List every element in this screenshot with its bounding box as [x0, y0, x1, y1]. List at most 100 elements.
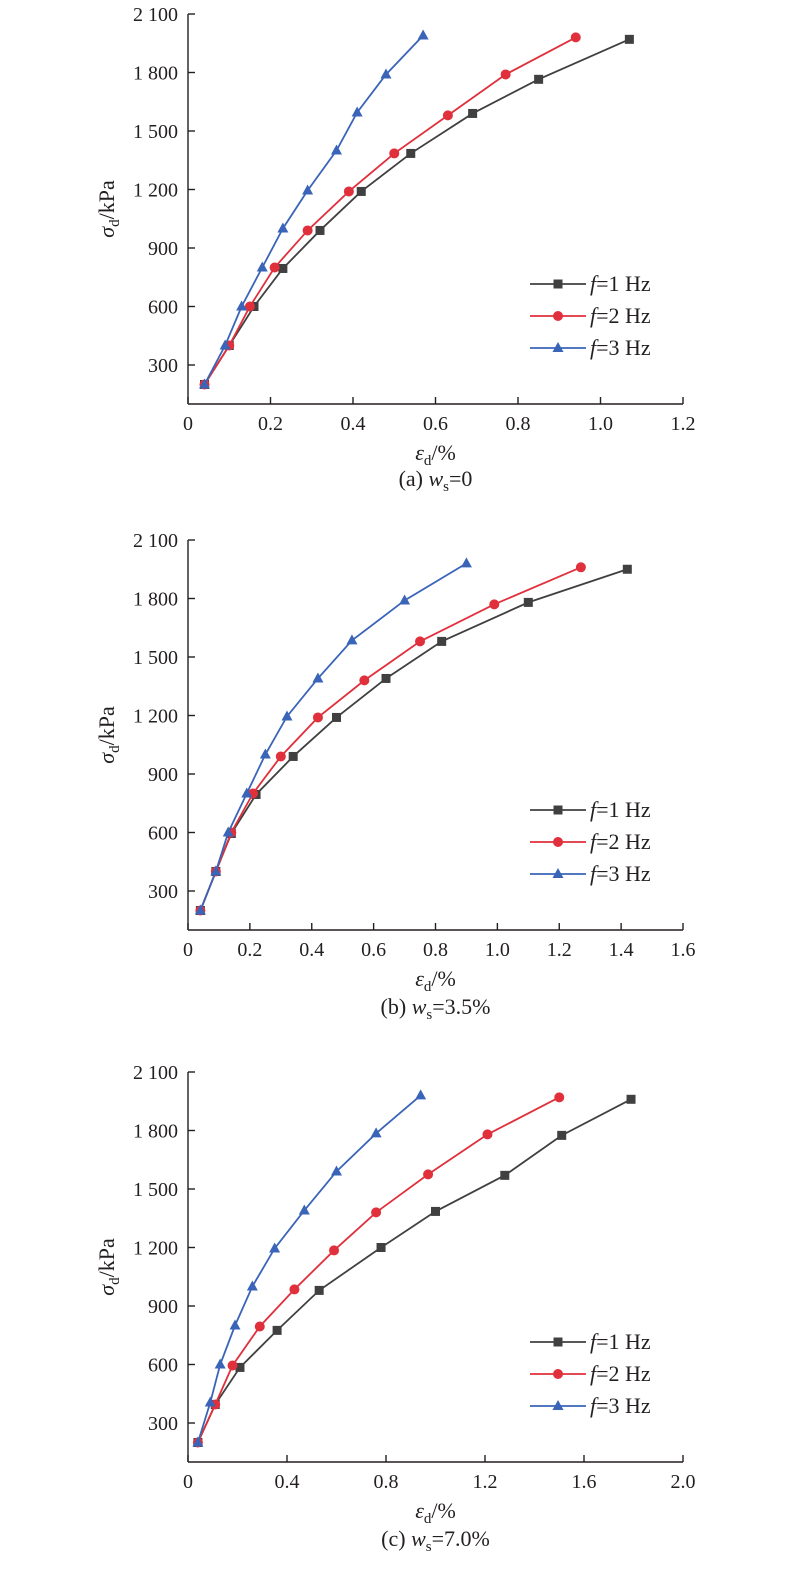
x-tick-label: 0 — [183, 939, 193, 961]
data-point — [437, 636, 447, 646]
legend-label: f=2 Hz — [590, 1361, 651, 1386]
data-point — [219, 339, 231, 350]
x-tick-label: 0 — [183, 1471, 193, 1493]
data-point — [370, 1127, 382, 1138]
series-line — [199, 566, 582, 911]
x-tick-label: 0.2 — [237, 939, 262, 961]
data-point — [214, 1358, 226, 1369]
data-point — [554, 1092, 565, 1103]
series-line — [203, 36, 577, 385]
data-point — [570, 32, 581, 43]
y-tick-label: 1 500 — [133, 647, 178, 669]
data-point — [331, 144, 342, 155]
x-tick-label: 0.4 — [275, 1471, 300, 1493]
legend-marker — [552, 868, 564, 878]
data-point — [244, 301, 255, 312]
data-point — [277, 222, 289, 233]
data-point — [312, 672, 324, 683]
y-tick-label: 1 500 — [133, 121, 178, 143]
x-tick-label: 1.6 — [572, 1471, 597, 1493]
data-point — [500, 1170, 510, 1180]
legend-label: f=3 Hz — [590, 335, 651, 360]
legend: f=1 Hz f=2 Hz f=3 Hz — [530, 271, 651, 360]
legend-marker — [553, 837, 563, 847]
x-tick-label: 1.2 — [671, 413, 696, 435]
data-point — [235, 1362, 245, 1372]
data-point — [312, 712, 323, 723]
data-point — [489, 599, 500, 610]
series-f3 — [194, 557, 472, 915]
x-tick-label: 0.6 — [423, 413, 448, 435]
series-f2 — [192, 1092, 565, 1448]
chart-panel-c: 300 600 900 1 200 1 500 1 800 2 100 0 0.4 0.8 1.2 1… — [94, 1062, 696, 1555]
series-line — [199, 568, 628, 911]
data-point — [302, 184, 314, 195]
legend-label: f=1 Hz — [590, 271, 651, 296]
x-tick-label: 1.0 — [588, 413, 613, 435]
data-point — [329, 1245, 340, 1256]
data-point — [415, 1089, 427, 1100]
data-point — [254, 1321, 265, 1332]
legend-marker — [553, 1337, 563, 1347]
data-point — [331, 1165, 342, 1176]
y-tick-label: 1 200 — [133, 1238, 178, 1260]
legend-label: f=3 Hz — [590, 1393, 651, 1418]
data-point — [622, 564, 632, 574]
data-point — [624, 34, 634, 44]
data-point — [359, 675, 370, 686]
data-point — [272, 1325, 282, 1335]
data-point — [246, 1280, 258, 1291]
y-tick-label: 900 — [148, 764, 178, 786]
x-tick-label: 0.4 — [299, 939, 324, 961]
legend-marker — [553, 311, 563, 321]
data-point — [278, 263, 288, 273]
series-f2 — [195, 562, 586, 916]
y-tick-label: 300 — [148, 355, 178, 377]
y-tick-label: 600 — [148, 823, 178, 845]
series-line — [197, 1096, 560, 1443]
panel-caption: (c) ws=7.0% — [381, 1526, 490, 1555]
x-tick-label: 1.2 — [547, 939, 572, 961]
data-point — [236, 300, 248, 311]
data-point — [210, 865, 222, 876]
y-tick-label: 2 100 — [133, 1062, 178, 1084]
x-tick-label: 0.4 — [341, 413, 366, 435]
data-point — [192, 1436, 204, 1447]
y-tick-label: 900 — [148, 1296, 178, 1318]
y-axis-title: σd/kPa — [94, 706, 123, 764]
x-tick-label: 1.0 — [485, 939, 510, 961]
legend-marker — [553, 805, 563, 815]
series-f1 — [195, 564, 632, 915]
panel-caption: (b) ws=3.5% — [381, 994, 491, 1023]
x-tick-label: 0 — [183, 413, 193, 435]
data-point — [417, 29, 429, 40]
series-f3 — [192, 1089, 427, 1447]
legend-label: f=2 Hz — [590, 303, 651, 328]
data-point — [482, 1129, 493, 1140]
series-line — [203, 38, 630, 385]
data-point — [431, 1206, 440, 1216]
y-tick-label: 1 800 — [133, 589, 178, 611]
data-point — [229, 1319, 241, 1330]
y-tick-label: 300 — [148, 881, 178, 903]
x-tick-label: 0.8 — [506, 413, 531, 435]
data-point — [281, 710, 293, 721]
data-point — [259, 748, 271, 759]
legend: f=1 Hz f=2 Hz f=3 Hz — [530, 797, 651, 886]
legend-marker — [552, 1400, 564, 1410]
data-point — [241, 787, 253, 798]
x-axis-title: εd/% — [415, 966, 456, 995]
data-point — [302, 225, 313, 236]
data-point — [289, 1284, 300, 1295]
y-tick-label: 2 100 — [133, 530, 178, 552]
data-point — [256, 261, 268, 272]
x-tick-label: 1.6 — [671, 939, 696, 961]
x-tick-label: 0.2 — [258, 413, 283, 435]
data-point — [380, 68, 392, 79]
y-tick-label: 600 — [148, 297, 178, 319]
data-point — [423, 1169, 434, 1180]
data-point — [406, 148, 416, 158]
data-point — [194, 904, 206, 915]
panel-caption: (a) ws=0 — [399, 466, 473, 495]
